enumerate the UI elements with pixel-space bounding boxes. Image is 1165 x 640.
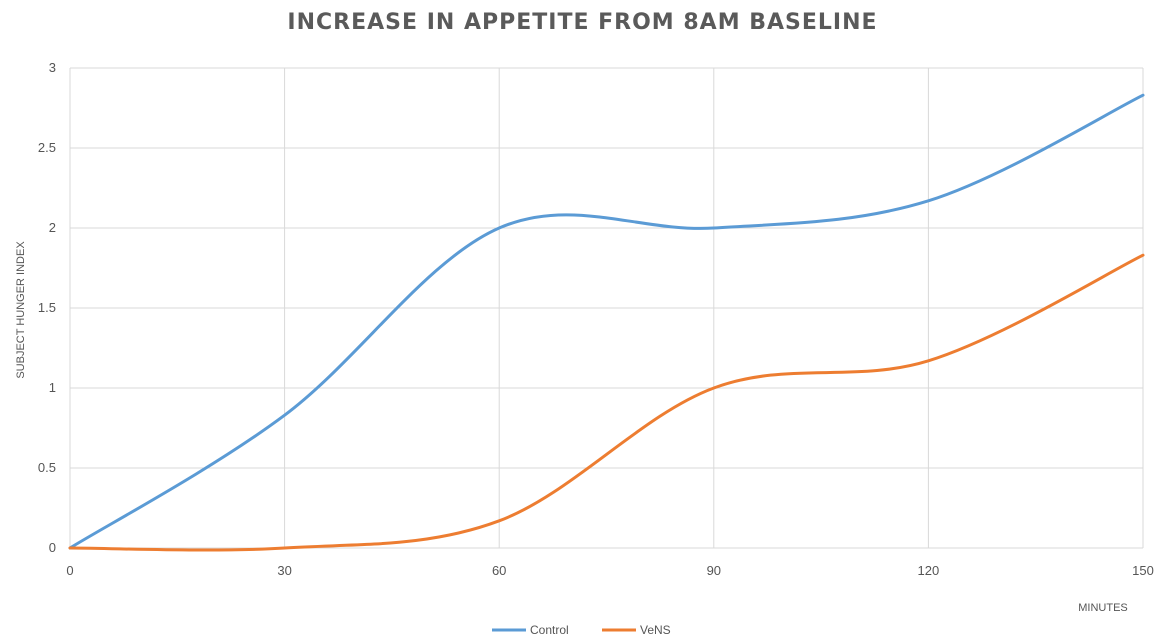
y-tick-label: 2.5 — [38, 140, 56, 155]
y-tick-label: 1.5 — [38, 300, 56, 315]
x-axis-title: MINUTES — [1078, 602, 1128, 614]
series-line-control — [68, 93, 1145, 550]
series-lines — [68, 93, 1145, 552]
y-tick-label: 0 — [49, 540, 56, 555]
x-tick-label: 60 — [492, 563, 506, 578]
y-tick-label: 1 — [49, 380, 56, 395]
x-tick-label: 0 — [66, 563, 73, 578]
x-tick-label: 30 — [277, 563, 291, 578]
legend-label-vens: VeNS — [640, 623, 671, 637]
y-tick-label: 2 — [49, 220, 56, 235]
x-tick-label: 90 — [707, 563, 721, 578]
series-line-vens — [68, 253, 1145, 552]
legend-label-control: Control — [530, 623, 569, 637]
chart-title: INCREASE IN APPETITE FROM 8AM BASELINE — [287, 10, 878, 35]
y-tick-label: 0.5 — [38, 460, 56, 475]
y-tick-label: 3 — [49, 60, 56, 75]
y-axis-title: SUBJECT HUNGER INDEX — [15, 241, 27, 379]
tick-labels: 00.511.522.530 30 60 90 120 150 — [38, 60, 1154, 578]
grid — [69, 67, 1144, 549]
x-tick-label: 150 — [1132, 563, 1154, 578]
x-tick-label: 120 — [918, 563, 940, 578]
legend: Control VeNS — [492, 623, 671, 637]
